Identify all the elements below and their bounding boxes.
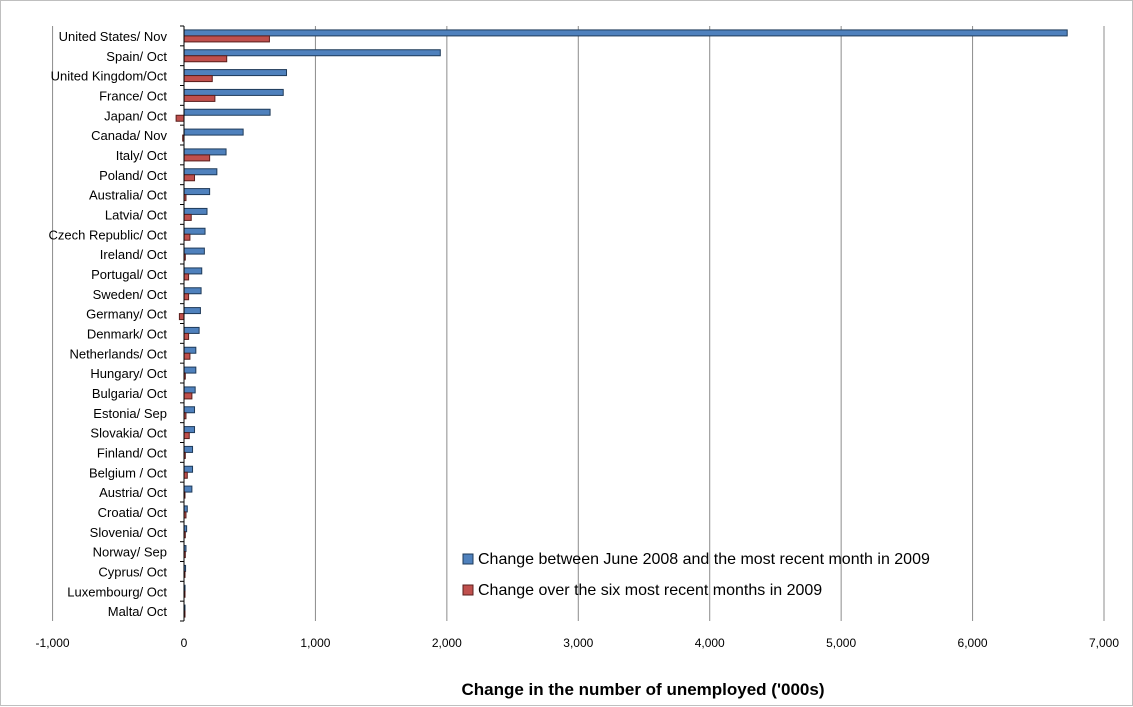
bar-series-1: [183, 108, 271, 116]
x-tick-label: 0: [181, 636, 188, 650]
category-label: Finland/ Oct: [97, 445, 167, 460]
category-label: United States/ Nov: [59, 29, 168, 44]
bar-series-2: [183, 273, 190, 281]
category-label: Estonia/ Sep: [93, 406, 167, 421]
category-label: Sweden/ Oct: [93, 287, 168, 302]
bar-series-2: [183, 213, 192, 221]
category-label: United Kingdom/Oct: [51, 69, 168, 84]
bar-series-2: [183, 332, 190, 340]
category-label: Luxembourg/ Oct: [67, 584, 167, 599]
bar-series-1: [183, 69, 288, 77]
bar-series-1: [183, 29, 1068, 37]
bar-series-1: [183, 168, 218, 176]
category-label: Latvia/ Oct: [105, 207, 168, 222]
bar-series-1: [183, 148, 227, 156]
category-labels: United States/ Nov Spain/ Oct United Kingd…: [49, 29, 168, 619]
legend-swatch-series-1: [462, 553, 474, 565]
bar-series-1: [183, 207, 208, 215]
x-tick-label: 2,000: [432, 636, 462, 650]
category-label: Japan/ Oct: [104, 108, 167, 123]
category-label: Ireland/ Oct: [100, 247, 168, 262]
bar-series-1: [183, 188, 211, 196]
bar-series-1: [183, 227, 206, 235]
bar-series-1: [183, 88, 284, 96]
bar-series-1: [183, 247, 205, 255]
bar-series-2: [183, 392, 193, 400]
bars: [175, 29, 1068, 618]
bar-series-1: [183, 445, 194, 453]
bar-series-1: [183, 406, 196, 414]
legend-label-series-1: Change between June 2008 and the most re…: [478, 551, 930, 568]
bar-series-1: [183, 386, 196, 394]
bar-series-1: [183, 307, 201, 315]
legend-swatch-series-2: [462, 584, 474, 596]
bar-series-1: [183, 267, 203, 275]
category-label: Croatia/ Oct: [98, 505, 168, 520]
gridlines: [52, 26, 1105, 621]
category-label: Germany/ Oct: [86, 307, 167, 322]
category-label: Belgium / Oct: [89, 465, 167, 480]
bar-series-2: [183, 94, 216, 102]
bar-series-2: [183, 35, 270, 43]
category-label: France/ Oct: [99, 88, 167, 103]
category-label: Netherlands/ Oct: [69, 346, 167, 361]
category-label: Austria/ Oct: [99, 485, 167, 500]
bar-series-1: [183, 287, 202, 295]
x-tick-labels: -1,000 0 1,000 2,000 3,000 4,000 5,000 6,000 7,0…: [36, 636, 1120, 650]
bar-series-2: [183, 55, 228, 63]
axes: [180, 25, 185, 622]
bar-series-1: [183, 49, 441, 57]
bar-series-2: [183, 352, 191, 360]
category-label: Portugal/ Oct: [91, 267, 167, 282]
bar-series-2: [183, 154, 211, 162]
bar-series-1: [183, 426, 196, 434]
bar-series-1: [183, 485, 193, 493]
x-tick-label: 3,000: [563, 636, 593, 650]
bar-series-2: [183, 432, 190, 440]
bar-series-1: [183, 346, 197, 354]
category-label: Canada/ Nov: [91, 128, 167, 143]
category-label: Denmark/ Oct: [87, 326, 168, 341]
category-label: Hungary/ Oct: [90, 366, 167, 381]
category-label: Bulgaria/ Oct: [92, 386, 168, 401]
bar-series-2: [183, 75, 213, 83]
bar-series-1: [183, 465, 194, 473]
category-label: Norway/ Sep: [93, 545, 167, 560]
category-label: Cyprus/ Oct: [98, 564, 167, 579]
legend-label-series-2: Change over the six most recent months i…: [478, 582, 822, 599]
category-label: Slovakia/ Oct: [90, 426, 167, 441]
bar-series-2: [183, 174, 196, 182]
bar-series-2: [183, 233, 191, 241]
x-tick-label: 6,000: [958, 636, 988, 650]
category-label: Malta/ Oct: [108, 604, 168, 619]
bar-series-2: [175, 114, 185, 122]
bar-series-2: [178, 313, 185, 321]
category-label: Poland/ Oct: [99, 168, 167, 183]
x-tick-label: 7,000: [1089, 636, 1119, 650]
bar-series-1: [183, 366, 197, 374]
bar-series-1: [183, 326, 200, 334]
category-label: Slovenia/ Oct: [90, 525, 168, 540]
bar-series-1: [183, 128, 244, 136]
x-tick-label: -1,000: [36, 636, 70, 650]
category-label: Czech Republic/ Oct: [49, 227, 168, 242]
category-label: Italy/ Oct: [116, 148, 168, 163]
legend: Change between June 2008 and the most re…: [462, 551, 930, 599]
bar-series-2: [183, 293, 190, 301]
x-tick-label: 5,000: [826, 636, 856, 650]
x-tick-label: 4,000: [695, 636, 725, 650]
x-tick-label: 1,000: [300, 636, 330, 650]
category-label: Australia/ Oct: [89, 188, 167, 203]
x-axis-title: Change in the number of unemployed ('000…: [462, 680, 825, 699]
category-label: Spain/ Oct: [106, 49, 167, 64]
